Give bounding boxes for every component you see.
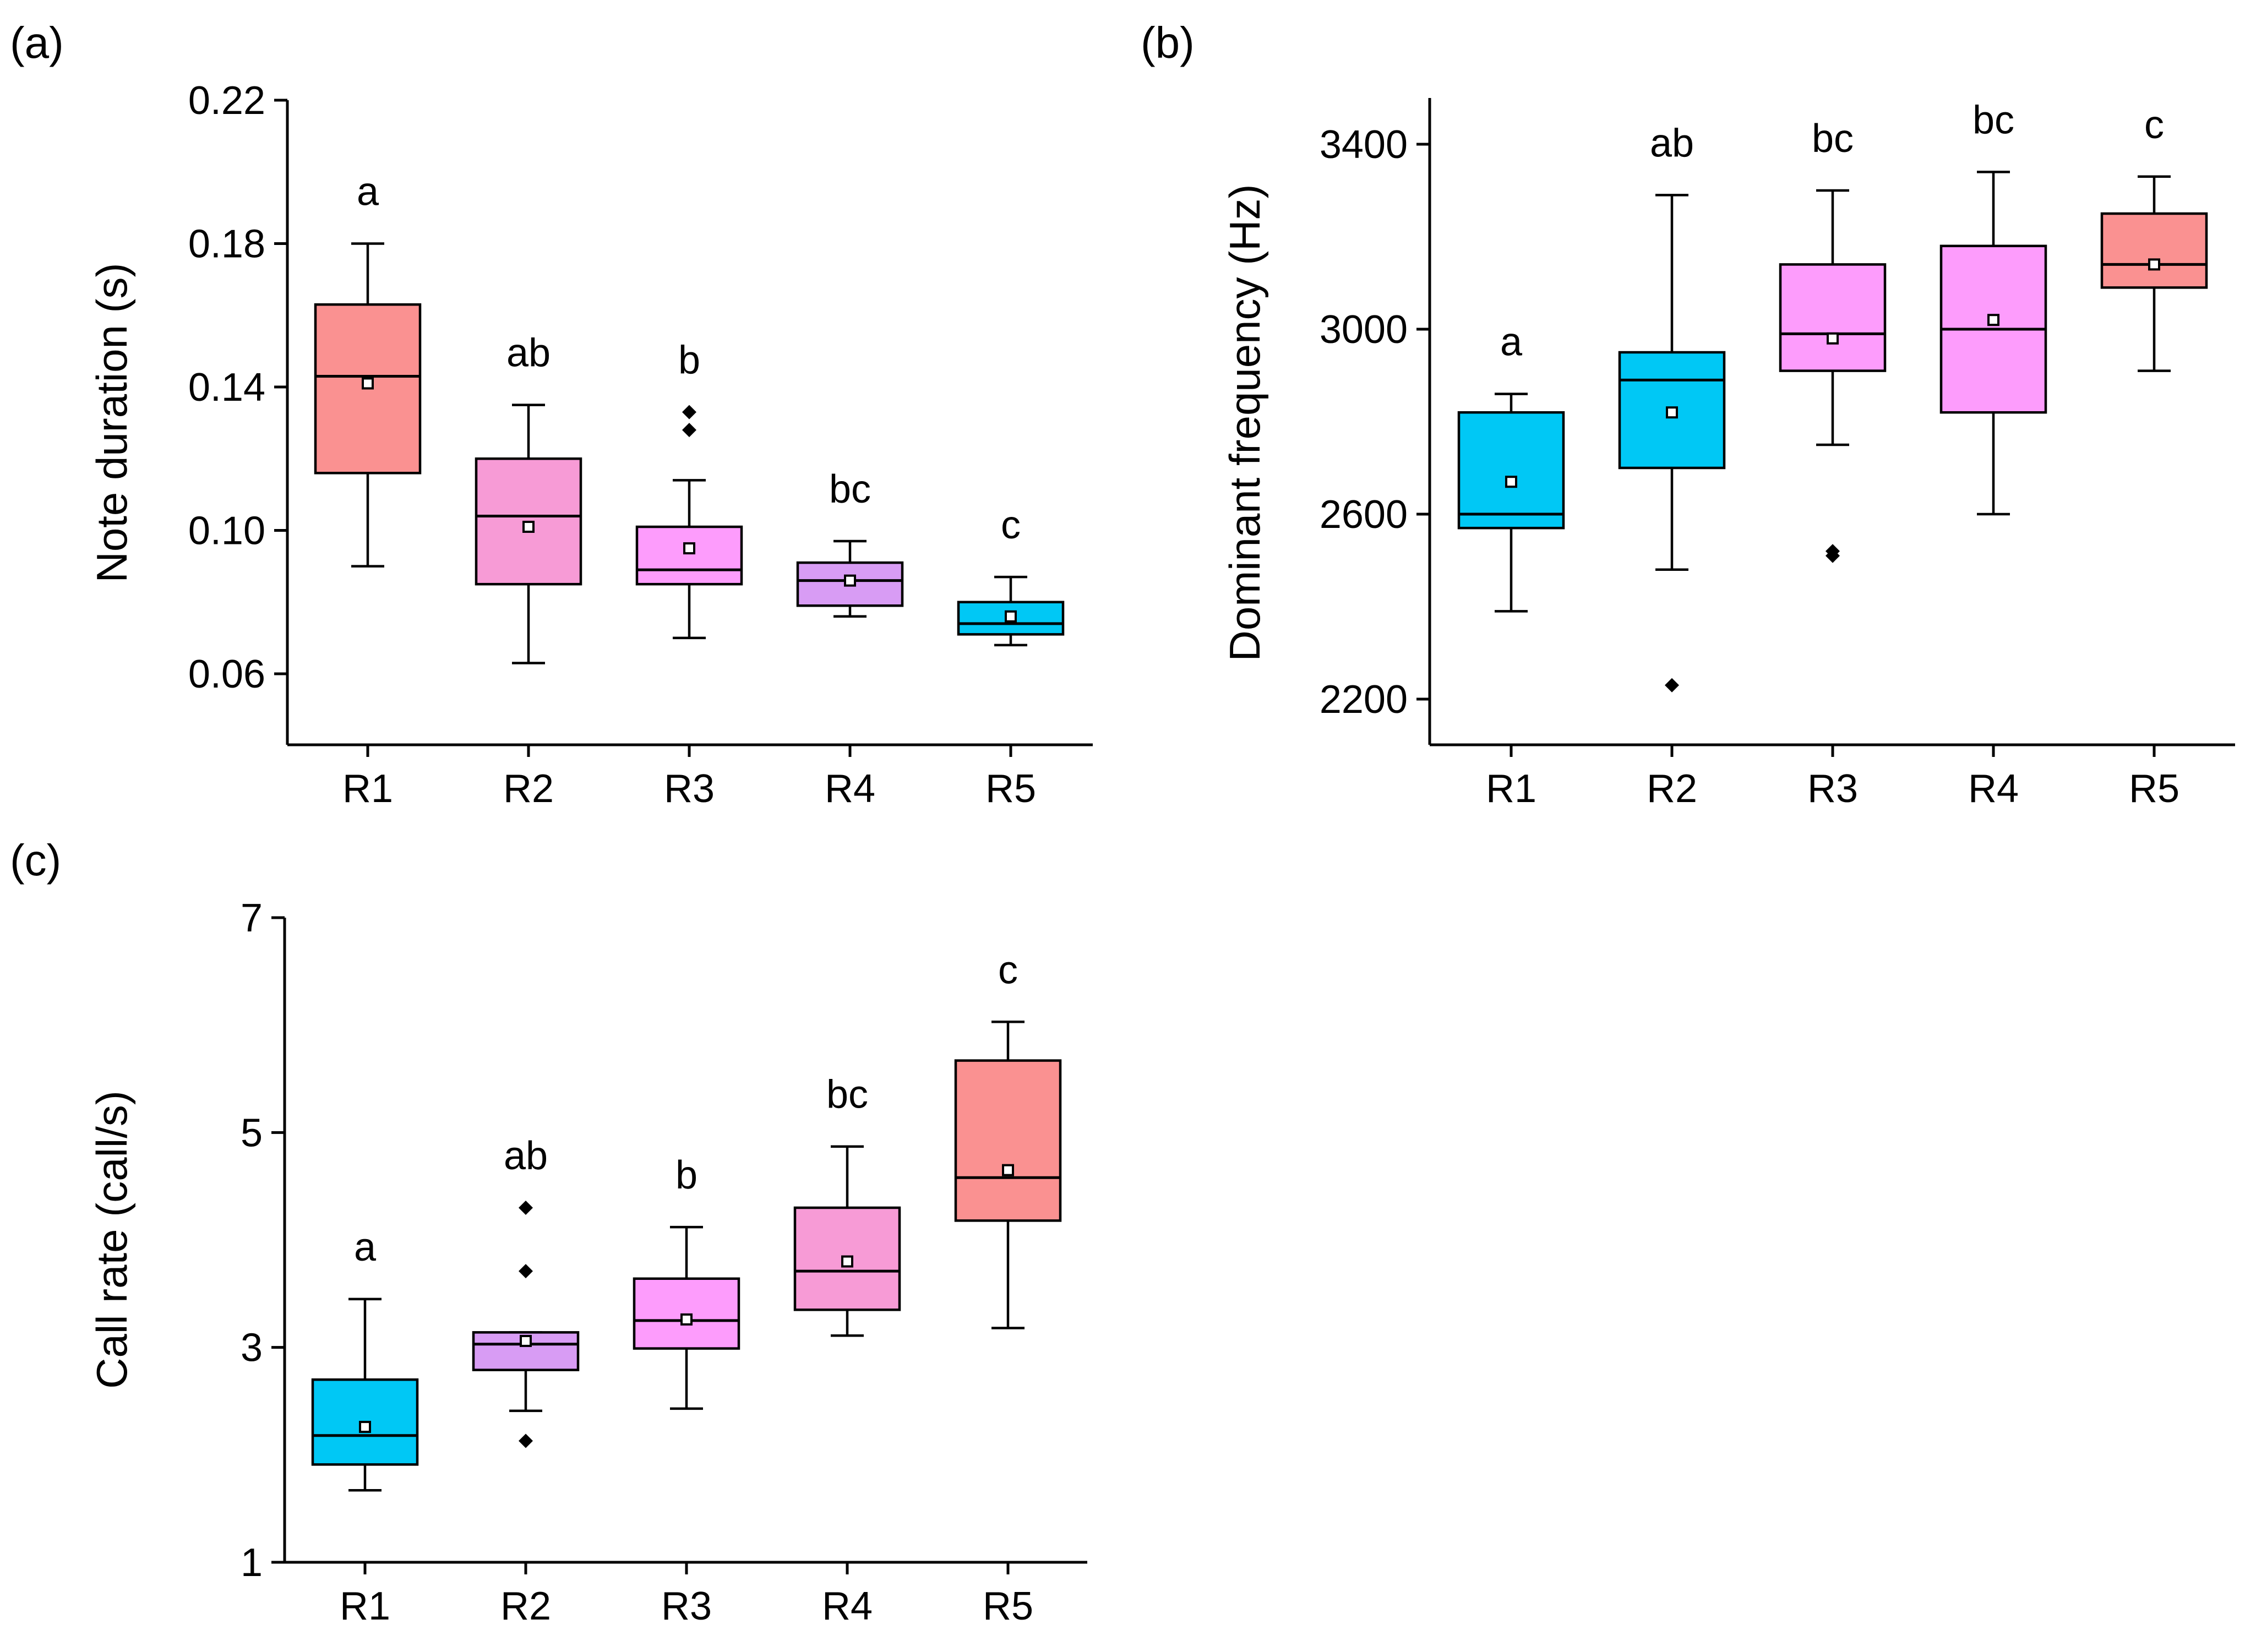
panel-label-c: (c) <box>10 836 61 885</box>
y-tick-label: 5 <box>241 1111 263 1155</box>
box-group-r3: bc <box>1779 117 1887 563</box>
x-tick-label: R1 <box>340 1584 390 1628</box>
iqr-box <box>954 1059 1062 1222</box>
significance-letter: c <box>1001 503 1021 547</box>
mean-marker <box>844 574 856 587</box>
x-tick-label: R1 <box>342 767 393 811</box>
box-group-r3: b <box>633 1153 740 1410</box>
x-tick-label: R4 <box>1968 767 2019 811</box>
mean-marker <box>520 1334 532 1347</box>
significance-letter: bc <box>1972 98 2014 142</box>
outlier-point <box>1826 544 1840 559</box>
mean-marker <box>683 542 695 555</box>
mean-marker <box>1666 406 1678 419</box>
panel-label-a: (a) <box>10 18 64 67</box>
x-tick-label: R4 <box>825 767 875 811</box>
y-axis-title-c: Call rate (call/s) <box>88 1091 136 1389</box>
significance-letter: bc <box>826 1073 868 1117</box>
box-group-r5: c <box>957 503 1065 647</box>
x-tick-label: R4 <box>822 1584 873 1628</box>
box-group-r5: c <box>954 948 1062 1329</box>
x-tick-label: R2 <box>1647 767 1697 811</box>
iqr-box <box>1457 411 1565 530</box>
mean-marker <box>1827 332 1839 345</box>
outlier-point <box>519 1264 533 1279</box>
outlier-point <box>682 423 696 438</box>
outlier-point <box>519 1200 533 1215</box>
box-group-r4: bc <box>1939 98 2047 516</box>
mean-marker <box>1005 610 1017 623</box>
y-tick-label: 2200 <box>1320 678 1408 722</box>
outlier-point <box>519 1433 533 1448</box>
y-tick-label: 0.14 <box>188 366 265 410</box>
plot-area-b: 2200 2600 3000 3400 R1 R2 R3 R4 R5 a ab bc bc c <box>1320 98 2235 811</box>
mean-marker <box>362 377 374 390</box>
outlier-point <box>1665 678 1679 693</box>
mean-marker <box>2148 258 2160 271</box>
mean-marker <box>522 520 535 533</box>
x-tick-label: R5 <box>985 767 1036 811</box>
plot-area-a: 0.06 0.10 0.14 0.18 0.22 R1 R2 R3 R4 R5 a ab b bc c <box>188 79 1093 811</box>
significance-letter: b <box>675 1153 698 1197</box>
y-tick-label: 1 <box>241 1541 263 1585</box>
panel-b: (b) Dominant frequency (Hz) 2200 2600 3000… <box>1141 18 2235 811</box>
significance-letter: b <box>678 339 700 383</box>
panel-a: (a) Note duration (s) 0.060.100.140.180.… <box>10 18 1093 811</box>
x-tick-label: R5 <box>983 1584 1033 1628</box>
box-group-r5: c <box>2100 103 2208 372</box>
iqr-box <box>635 525 743 586</box>
y-tick-label: 0.22 <box>188 79 265 123</box>
y-tick-label: 0.18 <box>188 222 265 266</box>
box-group-r2: ab <box>472 1134 580 1448</box>
significance-letter: bc <box>1812 117 1854 161</box>
x-tick-label: R5 <box>2129 767 2179 811</box>
mean-marker <box>841 1255 853 1268</box>
y-tick-label: 0.06 <box>188 652 265 696</box>
mean-marker <box>1505 476 1517 488</box>
box-group-r1: a <box>314 170 422 568</box>
y-tick-label: 3 <box>241 1326 263 1370</box>
panel-label-b: (b) <box>1141 18 1195 67</box>
mean-marker <box>359 1421 371 1433</box>
box-group-r2: ab <box>475 331 582 664</box>
y-tick-label: 0.10 <box>188 509 265 553</box>
iqr-box <box>2100 212 2208 289</box>
box-group-r2: ab <box>1618 121 1726 693</box>
outlier-point <box>682 405 696 419</box>
significance-letter: ab <box>1650 121 1694 165</box>
significance-letter: c <box>998 948 1018 992</box>
significance-letter: a <box>354 1225 377 1269</box>
box-group-r4: bc <box>793 1073 901 1337</box>
iqr-box <box>1779 263 1887 372</box>
y-tick-label: 3400 <box>1320 123 1408 167</box>
y-axis-title-a: Note duration (s) <box>88 263 136 583</box>
significance-letter: bc <box>829 467 871 511</box>
mean-marker <box>1987 314 1999 326</box>
y-axis-title-b: Dominant frequency (Hz) <box>1220 184 1269 662</box>
significance-letter: c <box>2144 103 2164 147</box>
significance-letter: ab <box>504 1134 548 1178</box>
x-tick-label: R3 <box>661 1584 712 1628</box>
x-tick-label: R2 <box>500 1584 551 1628</box>
x-tick-label: R2 <box>503 767 554 811</box>
x-tick-label: R3 <box>664 767 715 811</box>
box-group-r4: bc <box>796 467 904 618</box>
panel-c: (c) Call rate (call/s) 1 3 5 7 R1 R2 R3 R4 R5 a ab… <box>10 836 1087 1628</box>
x-tick-label: R3 <box>1807 767 1858 811</box>
mean-marker <box>1002 1164 1014 1176</box>
y-tick-label: 3000 <box>1320 308 1408 352</box>
y-tick-label: 7 <box>241 896 263 940</box>
mean-marker <box>680 1313 693 1326</box>
box-group-r1: a <box>311 1225 419 1492</box>
significance-letter: a <box>1500 320 1523 364</box>
x-tick-label: R1 <box>1486 767 1536 811</box>
significance-letter: a <box>357 170 379 214</box>
significance-letter: ab <box>506 331 551 375</box>
box-group-r1: a <box>1457 320 1565 613</box>
plot-area-c: 1 3 5 7 R1 R2 R3 R4 R5 a ab b bc c <box>241 896 1087 1628</box>
y-tick-label: 2600 <box>1320 493 1408 537</box>
box-group-r3: b <box>635 339 743 640</box>
